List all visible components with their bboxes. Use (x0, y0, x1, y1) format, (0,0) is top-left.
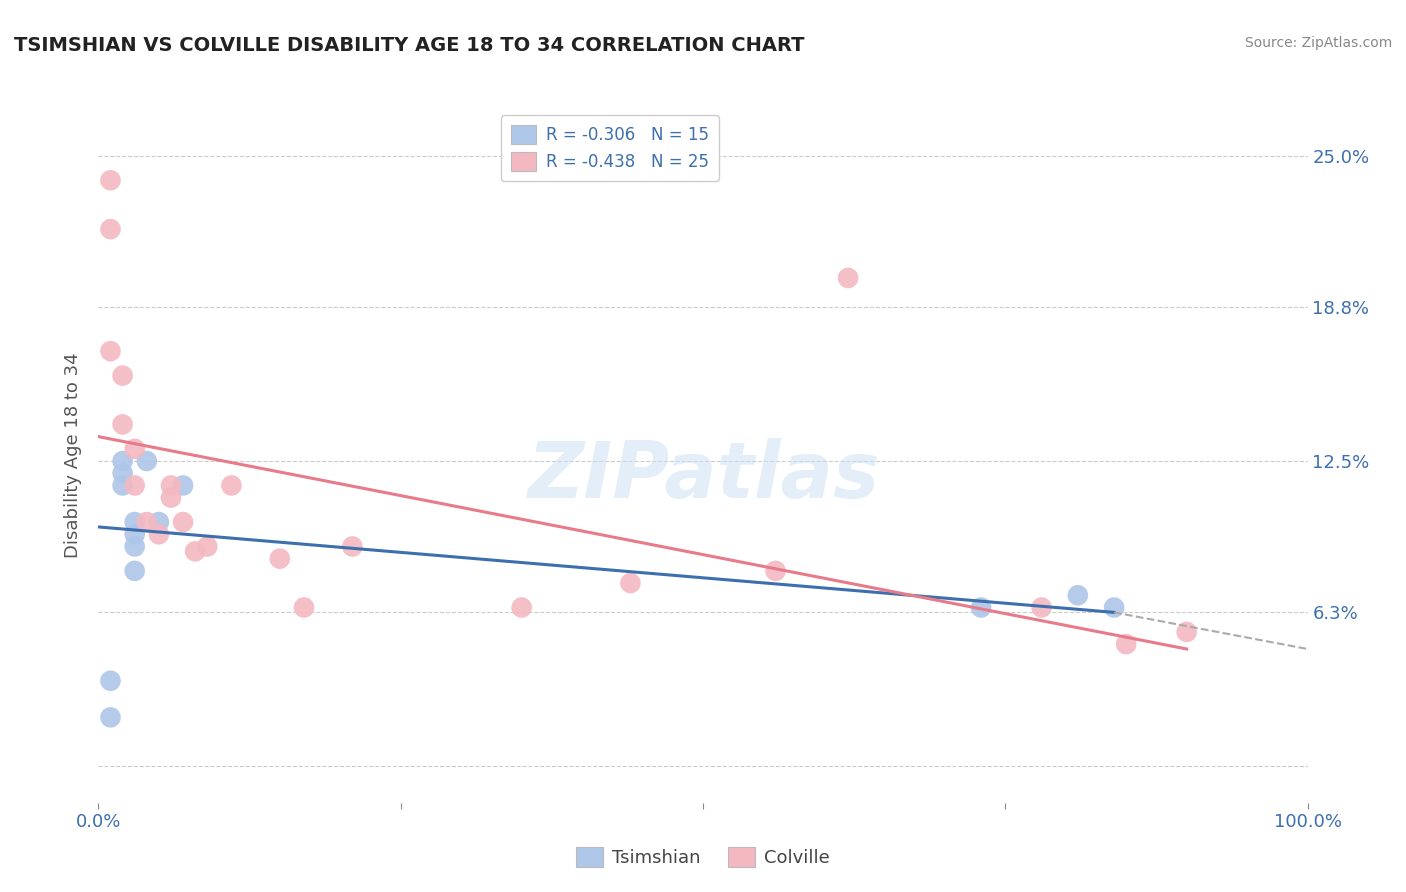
Point (100, 173, 122, 187)
Text: TSIMSHIAN VS COLVILLE DISABILITY AGE 18 TO 34 CORRELATION CHART: TSIMSHIAN VS COLVILLE DISABILITY AGE 18 … (14, 36, 804, 54)
Point (160, 478, 183, 492)
Point (160, 491, 183, 505)
Point (221, 478, 243, 492)
Legend: R = -0.306   N = 15, R = -0.438   N = 25: R = -0.306 N = 15, R = -0.438 N = 25 (501, 115, 718, 181)
Point (124, 478, 146, 492)
Point (100, 344, 122, 359)
Point (111, 454, 134, 468)
Point (1115, 637, 1137, 651)
Point (1102, 600, 1125, 615)
Point (124, 442, 146, 456)
Point (184, 544, 207, 558)
Point (619, 576, 641, 591)
Point (148, 527, 170, 541)
Point (837, 271, 859, 285)
Point (292, 600, 315, 615)
Point (970, 600, 993, 615)
Point (111, 467, 134, 481)
Point (342, 540, 364, 554)
Point (124, 564, 146, 578)
Point (135, 515, 157, 529)
Point (1031, 600, 1053, 615)
Point (195, 540, 218, 554)
Text: Source: ZipAtlas.com: Source: ZipAtlas.com (1244, 36, 1392, 50)
Point (135, 454, 157, 468)
Point (1067, 588, 1090, 602)
Point (100, 673, 122, 688)
Point (100, 710, 122, 724)
Point (111, 478, 134, 492)
Point (124, 527, 146, 541)
Point (100, 222, 122, 236)
Legend: Tsimshian, Colville: Tsimshian, Colville (569, 839, 837, 874)
Point (269, 551, 291, 566)
Y-axis label: Disability Age 18 to 34: Disability Age 18 to 34 (65, 352, 83, 558)
Point (124, 540, 146, 554)
Point (124, 515, 146, 529)
Point (172, 515, 194, 529)
Point (111, 368, 134, 383)
Point (765, 564, 787, 578)
Point (510, 600, 533, 615)
Point (148, 515, 170, 529)
Text: ZIPatlas: ZIPatlas (527, 438, 879, 514)
Point (172, 478, 194, 492)
Point (111, 417, 134, 432)
Point (1175, 624, 1198, 639)
